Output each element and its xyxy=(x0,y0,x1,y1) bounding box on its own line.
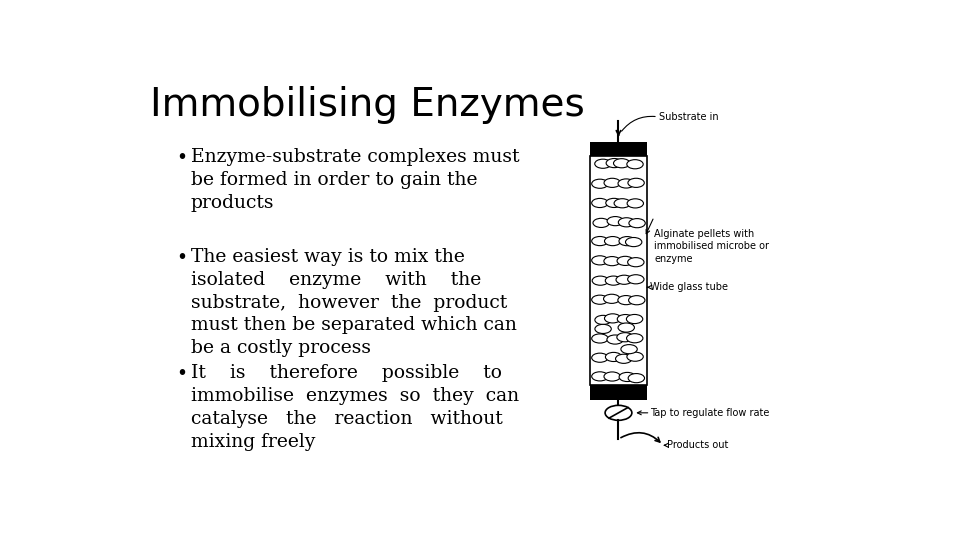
Text: •: • xyxy=(176,364,187,383)
Circle shape xyxy=(595,315,612,325)
Circle shape xyxy=(591,372,608,381)
Circle shape xyxy=(606,276,622,285)
Circle shape xyxy=(591,198,608,207)
Circle shape xyxy=(626,314,643,323)
Text: Products out: Products out xyxy=(667,440,729,450)
Circle shape xyxy=(592,276,609,285)
Text: Alginate pellets with
immobilised microbe or
enzyme: Alginate pellets with immobilised microb… xyxy=(654,229,769,264)
Bar xyxy=(590,141,647,156)
Circle shape xyxy=(591,237,608,246)
Circle shape xyxy=(591,334,608,343)
Circle shape xyxy=(629,219,645,228)
Circle shape xyxy=(619,373,636,382)
Circle shape xyxy=(605,314,621,323)
Circle shape xyxy=(619,237,636,246)
Circle shape xyxy=(595,159,612,168)
Circle shape xyxy=(613,159,630,168)
Circle shape xyxy=(607,335,623,344)
Circle shape xyxy=(617,256,634,266)
Circle shape xyxy=(617,314,634,323)
Circle shape xyxy=(605,406,632,420)
Circle shape xyxy=(591,256,608,265)
Circle shape xyxy=(626,238,642,247)
Circle shape xyxy=(628,178,644,187)
Circle shape xyxy=(615,354,632,363)
Circle shape xyxy=(591,179,608,188)
Circle shape xyxy=(627,334,643,343)
Text: Substrate in: Substrate in xyxy=(660,112,719,122)
Circle shape xyxy=(627,160,643,169)
Circle shape xyxy=(629,295,645,305)
Circle shape xyxy=(606,353,622,361)
Text: It    is    therefore    possible    to
immobilise  enzymes  so  they  can
catal: It is therefore possible to immobilise e… xyxy=(191,364,518,451)
Circle shape xyxy=(618,179,635,188)
Circle shape xyxy=(628,275,644,284)
Circle shape xyxy=(605,237,621,246)
Circle shape xyxy=(618,323,635,332)
Circle shape xyxy=(593,218,610,227)
Circle shape xyxy=(614,199,631,208)
Circle shape xyxy=(604,256,620,266)
Circle shape xyxy=(604,294,620,303)
Circle shape xyxy=(607,217,623,226)
Circle shape xyxy=(618,218,635,227)
Circle shape xyxy=(591,295,608,304)
Text: •: • xyxy=(176,248,187,267)
Circle shape xyxy=(591,353,608,362)
Circle shape xyxy=(606,198,622,207)
Text: The easiest way is to mix the
isolated    enzyme    with    the
substrate,  howe: The easiest way is to mix the isolated e… xyxy=(191,248,516,357)
Circle shape xyxy=(628,374,644,383)
Circle shape xyxy=(616,275,633,285)
Bar xyxy=(590,156,647,385)
Circle shape xyxy=(595,325,612,334)
Circle shape xyxy=(617,333,634,342)
Text: Wide glass tube: Wide glass tube xyxy=(651,282,729,292)
Circle shape xyxy=(627,352,643,361)
Text: Immobilising Enzymes: Immobilising Enzymes xyxy=(150,85,585,124)
Circle shape xyxy=(628,258,644,267)
Circle shape xyxy=(604,372,620,381)
Circle shape xyxy=(618,295,635,305)
Bar xyxy=(590,385,647,400)
Circle shape xyxy=(606,159,622,167)
Circle shape xyxy=(604,178,620,187)
Text: •: • xyxy=(176,148,187,167)
Circle shape xyxy=(627,199,643,208)
Circle shape xyxy=(621,345,637,354)
Text: Tap to regulate flow rate: Tap to regulate flow rate xyxy=(651,408,770,418)
Text: Enzyme-substrate complexes must
be formed in order to gain the
products: Enzyme-substrate complexes must be forme… xyxy=(191,148,519,212)
